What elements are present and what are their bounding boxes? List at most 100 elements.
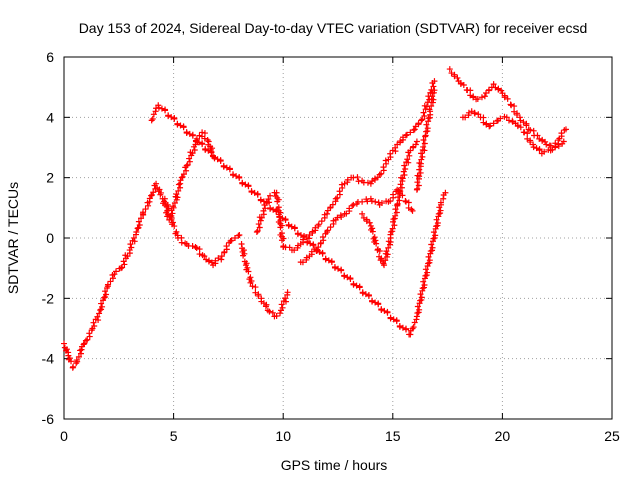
data-point [382, 257, 389, 264]
series-ecsd-arc-g [446, 66, 567, 151]
data-point [252, 284, 259, 291]
data-point [174, 194, 181, 201]
x-axis-label: GPS time / hours [281, 457, 388, 473]
data-point [278, 301, 285, 308]
data-point [161, 195, 168, 202]
data-point [186, 158, 193, 165]
data-point [384, 309, 391, 316]
x-tick-label: 0 [60, 428, 68, 444]
data-point [433, 216, 440, 223]
data-point [328, 259, 335, 266]
data-point [324, 210, 331, 217]
y-axis-label: SDTVAR / TECUs [5, 182, 21, 294]
data-point [427, 248, 434, 255]
data-point [416, 166, 423, 173]
data-point [294, 231, 301, 238]
data-point [230, 172, 237, 179]
data-point [382, 157, 389, 164]
data-point [413, 138, 420, 145]
data-point [231, 235, 238, 241]
data-point [227, 238, 234, 245]
data-point [146, 195, 153, 202]
data-point [191, 146, 198, 153]
data-point [404, 156, 411, 163]
data-point [365, 292, 372, 299]
data-point [390, 216, 397, 223]
data-point [186, 130, 193, 137]
data-point [384, 251, 391, 258]
data-point [457, 80, 464, 87]
axis-ticks: 0 5 10 15 20 25 -6 -4 -2 0 2 4 6 [42, 49, 620, 444]
data-point [75, 353, 82, 360]
data-point [226, 166, 233, 173]
data-point [288, 223, 295, 230]
data-point [429, 93, 436, 100]
data-point [186, 155, 193, 162]
data-point [481, 93, 488, 100]
data-point [310, 242, 317, 249]
data-point [171, 200, 178, 207]
data-point [256, 224, 263, 231]
data-point [376, 247, 383, 254]
data-point [411, 126, 418, 133]
data-point [73, 357, 80, 364]
data-point [301, 233, 308, 240]
data-point [402, 132, 409, 139]
data-point [196, 251, 203, 258]
data-point [90, 319, 97, 326]
series-ecsd-arc-e [359, 138, 420, 269]
data-point [392, 212, 399, 219]
data-point [86, 330, 93, 337]
data-point [514, 123, 521, 130]
data-point [346, 205, 353, 212]
data-point [494, 118, 501, 125]
data-point [343, 210, 350, 217]
data-point [239, 180, 246, 187]
data-point [408, 206, 415, 213]
data-point [175, 187, 182, 194]
data-point [367, 180, 374, 187]
data-point [148, 117, 155, 124]
data-point [193, 245, 200, 252]
data-point [378, 307, 385, 314]
data-point [217, 157, 224, 164]
data-point [164, 207, 171, 214]
data-point [205, 258, 212, 265]
data-point [220, 163, 227, 170]
data-point [178, 239, 185, 246]
data-point [338, 181, 345, 188]
data-point [242, 181, 249, 188]
data-point [196, 246, 203, 253]
data-point [543, 141, 550, 148]
y-tick-label: 2 [46, 170, 54, 186]
data-point [212, 257, 219, 264]
data-point [454, 74, 461, 81]
data-point [218, 253, 225, 260]
data-point [91, 322, 98, 329]
data-point [395, 194, 402, 201]
data-point [279, 215, 286, 222]
data-point [412, 141, 419, 148]
data-point [435, 210, 442, 217]
data-point [247, 279, 254, 286]
data-point [205, 147, 212, 154]
data-point [432, 232, 439, 239]
data-point [223, 164, 230, 171]
data-point [474, 96, 481, 103]
data-point [417, 297, 424, 304]
data-point [215, 255, 222, 262]
data-point [396, 323, 403, 330]
data-point [409, 207, 416, 214]
data-point [304, 239, 311, 246]
data-point [405, 204, 412, 211]
data-point [165, 113, 172, 120]
data-point [397, 139, 404, 146]
data-point [378, 200, 385, 207]
data-point [135, 224, 142, 231]
data-point [369, 178, 376, 185]
data-point [369, 228, 376, 235]
data-point [80, 341, 87, 348]
data-point [430, 235, 437, 242]
data-point [319, 233, 326, 240]
data-point [202, 146, 209, 153]
